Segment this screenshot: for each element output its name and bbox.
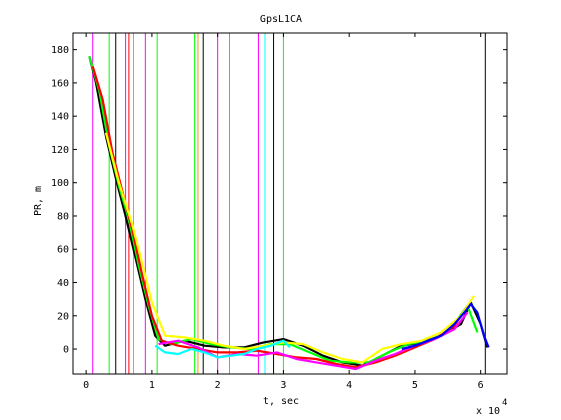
x-tick-label: 0 [83, 380, 89, 391]
chart-title: GpsL1CA [260, 14, 302, 25]
series-line-5 [401, 303, 490, 351]
y-tick-label: 0 [63, 345, 69, 356]
y-tick-label: 80 [57, 211, 69, 222]
vertical-lines [92, 33, 486, 374]
x-exponent-power: 4 [502, 398, 507, 408]
series-line-2 [91, 65, 469, 369]
y-tick-label: 120 [51, 145, 69, 156]
y-ticks: 0 20 40 60 80 100 120 140 160 180 [51, 45, 507, 356]
y-tick-label: 180 [51, 45, 69, 56]
y-tick-label: 40 [57, 278, 69, 289]
x-tick-label: 2 [215, 380, 221, 391]
y-tick-label: 20 [57, 311, 69, 322]
x-tick-label: 1 [149, 380, 155, 391]
plot-area [72, 32, 508, 375]
series-line-6 [154, 339, 291, 359]
series-group [88, 55, 490, 371]
y-tick-label: 140 [51, 112, 69, 123]
y-tick-label: 100 [51, 178, 69, 189]
x-tick-label: 4 [346, 380, 352, 391]
x-tick-label: 3 [280, 380, 286, 391]
y-tick-label: 60 [57, 245, 69, 256]
x-axis-label: t, sec [263, 396, 299, 407]
y-tick-label: 160 [51, 78, 69, 89]
x-exponent-label: x 10 [476, 406, 500, 417]
y-axis-label: PR, m [33, 186, 44, 216]
series-line-0 [88, 56, 489, 367]
x-tick-label: 5 [412, 380, 418, 391]
x-ticks: 0 1 2 3 4 5 6 [83, 33, 484, 391]
series-line-3 [104, 132, 476, 364]
x-tick-label: 6 [478, 380, 484, 391]
